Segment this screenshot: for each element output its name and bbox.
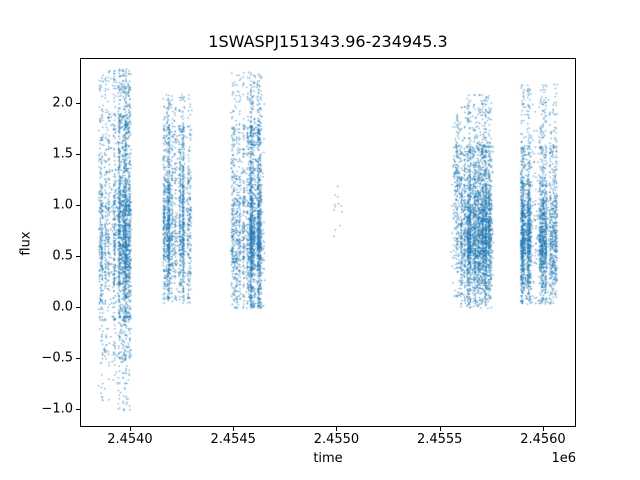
y-tick-label: 2.0 [52, 95, 73, 111]
y-tick-label: 1.5 [52, 146, 73, 162]
x-tick-label: 2.4550 [313, 432, 360, 447]
x-tick-label: 2.4560 [520, 432, 566, 447]
x-tick-mark [129, 427, 131, 431]
y-tick-label: 1.0 [52, 197, 73, 213]
y-tick-mark [76, 255, 80, 257]
x-tick-label: 2.4545 [210, 432, 256, 447]
x-axis-offset-text: 1e6 [551, 451, 576, 466]
y-tick-label: −1.0 [41, 401, 73, 417]
y-tick-mark [76, 153, 80, 155]
x-tick-mark [439, 427, 441, 431]
y-tick-label: 0.0 [52, 299, 73, 315]
y-tick-label: −0.5 [41, 350, 73, 366]
y-tick-mark [76, 204, 80, 206]
y-tick-label: 0.5 [52, 248, 73, 264]
scatter-canvas [81, 59, 577, 428]
chart-title: 1SWASPJ151343.96-234945.3 [208, 32, 448, 51]
y-axis-label: flux [18, 231, 34, 256]
x-tick-mark [233, 427, 235, 431]
y-tick-mark [76, 306, 80, 308]
x-tick-mark [542, 427, 544, 431]
plot-area [80, 58, 577, 428]
y-tick-mark [76, 357, 80, 359]
x-tick-label: 2.4540 [107, 432, 153, 447]
x-tick-mark [336, 427, 338, 431]
y-tick-mark [76, 408, 80, 410]
y-tick-mark [76, 102, 80, 104]
x-tick-label: 2.4555 [416, 432, 463, 447]
x-axis-label: time [313, 451, 343, 466]
